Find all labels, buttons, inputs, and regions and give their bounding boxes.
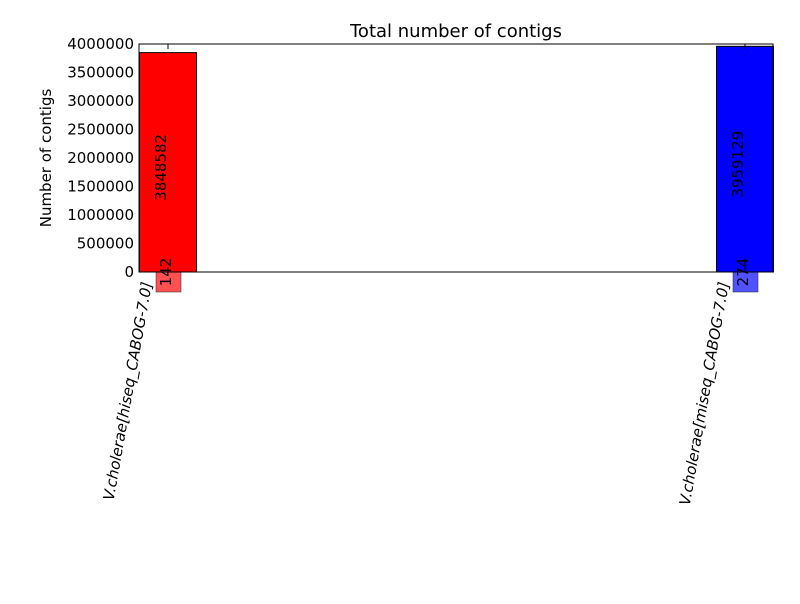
y-tick-label: 2000000: [67, 149, 134, 167]
bar-value-label: 3959129: [729, 131, 747, 198]
chart-title: Total number of contigs: [349, 21, 562, 42]
y-tick-label: 2500000: [67, 121, 134, 139]
y-tick-label: 1500000: [67, 178, 134, 196]
y-tick-label: 4000000: [67, 35, 134, 53]
y-tick-label: 500000: [77, 235, 134, 253]
y-tick-label: 3000000: [67, 92, 134, 110]
y-axis-label: Number of contigs: [37, 89, 55, 228]
y-tick-label: 0: [124, 263, 134, 281]
bar: [716, 45, 774, 273]
bar-value-label: 3848582: [152, 134, 170, 201]
y-tick-label: 3500000: [67, 64, 134, 82]
bar: [139, 52, 197, 273]
y-tick-label: 1000000: [67, 206, 134, 224]
plot-frame: [138, 43, 774, 273]
